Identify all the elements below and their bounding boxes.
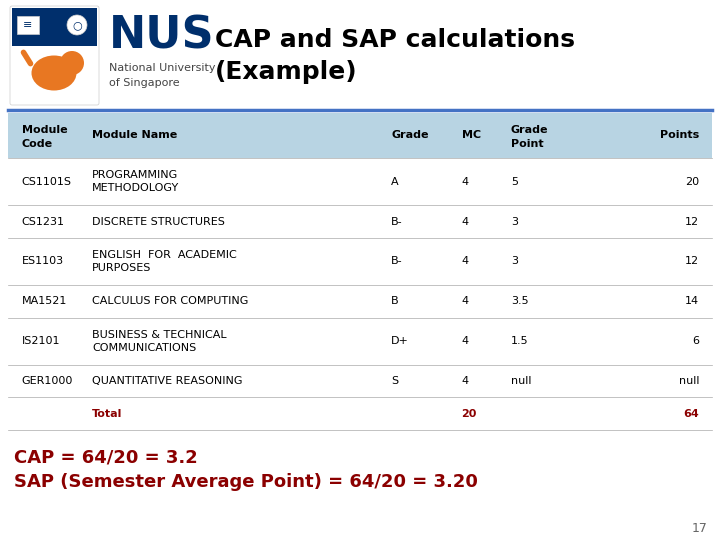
Text: 4: 4 [462, 336, 469, 346]
Text: MA1521: MA1521 [22, 296, 67, 306]
Text: Point: Point [511, 139, 544, 149]
Text: 12: 12 [685, 256, 699, 266]
Text: 4: 4 [462, 376, 469, 386]
Text: 4: 4 [462, 256, 469, 266]
Text: IS2101: IS2101 [22, 336, 60, 346]
Bar [8, 318, 712, 365]
Text: 4: 4 [462, 217, 469, 227]
Text: Grade: Grade [391, 131, 428, 140]
Text: 6: 6 [693, 336, 699, 346]
Text: B-: B- [391, 217, 402, 227]
Text: ○: ○ [72, 20, 82, 30]
Text: PROGRAMMING: PROGRAMMING [92, 170, 179, 180]
Bar [8, 397, 712, 430]
FancyBboxPatch shape [10, 6, 99, 105]
Text: 20: 20 [462, 409, 477, 419]
Text: Code: Code [22, 139, 53, 149]
Text: PURPOSES: PURPOSES [92, 263, 151, 273]
Ellipse shape [32, 56, 76, 91]
Text: D+: D+ [391, 336, 409, 346]
Text: Total: Total [92, 409, 122, 419]
Circle shape [67, 15, 87, 35]
Circle shape [60, 51, 84, 75]
Text: B: B [391, 296, 399, 306]
Text: Points: Points [660, 131, 699, 140]
Text: 3: 3 [511, 217, 518, 227]
Text: CAP = 64/20 = 3.2: CAP = 64/20 = 3.2 [14, 449, 198, 467]
Text: 20: 20 [685, 177, 699, 187]
Text: 64: 64 [684, 409, 699, 419]
Text: CS1101S: CS1101S [22, 177, 71, 187]
Text: SAP (Semester Average Point) = 64/20 = 3.20: SAP (Semester Average Point) = 64/20 = 3… [14, 473, 478, 491]
Bar [8, 205, 712, 238]
Text: Module: Module [22, 125, 67, 135]
Text: COMMUNICATIONS: COMMUNICATIONS [92, 343, 197, 353]
Bar [12, 8, 97, 46]
Text: (Example): (Example) [215, 60, 358, 84]
Text: S: S [391, 376, 398, 386]
Text: MC: MC [462, 131, 481, 140]
Text: null: null [511, 376, 531, 386]
Text: A: A [391, 177, 399, 187]
Text: 3: 3 [511, 256, 518, 266]
Text: ENGLISH  FOR  ACADEMIC: ENGLISH FOR ACADEMIC [92, 250, 237, 260]
Text: 12: 12 [685, 217, 699, 227]
Text: CALCULUS FOR COMPUTING: CALCULUS FOR COMPUTING [92, 296, 248, 306]
Bar [8, 113, 712, 158]
Text: QUANTITATIVE REASONING: QUANTITATIVE REASONING [92, 376, 243, 386]
Text: GER1000: GER1000 [22, 376, 73, 386]
Text: National University: National University [109, 63, 215, 73]
Text: METHODOLOGY: METHODOLOGY [92, 183, 179, 193]
Text: NUS: NUS [109, 15, 215, 57]
Bar [8, 365, 712, 397]
Text: 3.5: 3.5 [511, 296, 528, 306]
Text: Grade: Grade [511, 125, 549, 135]
Text: CS1231: CS1231 [22, 217, 65, 227]
Text: Module Name: Module Name [92, 131, 177, 140]
Text: 14: 14 [685, 296, 699, 306]
Text: 1.5: 1.5 [511, 336, 528, 346]
Text: CAP and SAP calculations: CAP and SAP calculations [215, 28, 575, 52]
Text: DISCRETE STRUCTURES: DISCRETE STRUCTURES [92, 217, 225, 227]
Text: B-: B- [391, 256, 402, 266]
Bar [8, 158, 712, 205]
Text: null: null [679, 376, 699, 386]
Text: ES1103: ES1103 [22, 256, 63, 266]
Bar [17, 16, 39, 34]
Text: BUSINESS & TECHNICAL: BUSINESS & TECHNICAL [92, 330, 227, 340]
FancyArrowPatch shape [24, 52, 30, 64]
Text: 4: 4 [462, 296, 469, 306]
Text: of Singapore: of Singapore [109, 78, 179, 88]
Text: 5: 5 [511, 177, 518, 187]
Text: 4: 4 [462, 177, 469, 187]
Text: 17: 17 [692, 522, 708, 535]
Bar [8, 285, 712, 318]
Text: ≡: ≡ [23, 20, 32, 30]
Bar [8, 238, 712, 285]
